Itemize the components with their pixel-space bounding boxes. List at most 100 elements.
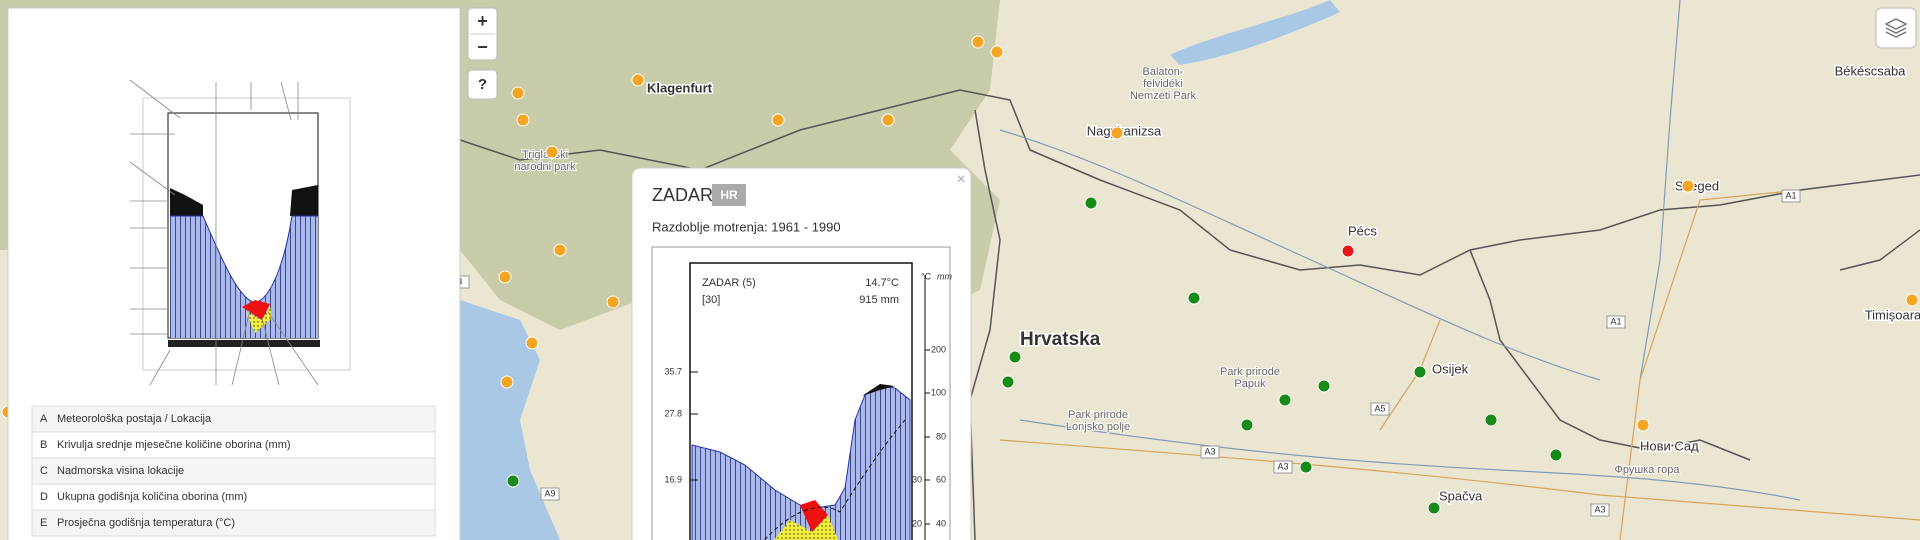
station-marker[interactable] [1187,291,1201,305]
city-label: Timișoara [1865,307,1920,322]
station-marker[interactable] [545,145,559,159]
station-popup [631,167,972,540]
precip-tick: 100 [931,387,946,397]
country-label: Hrvatska [1020,329,1101,350]
station-marker[interactable] [1278,393,1292,407]
road-label: A9 [544,488,555,498]
park-label: Nemzeti Park [1130,90,1197,102]
leader-lines [129,79,319,386]
station-marker[interactable] [511,86,525,100]
station-marker[interactable] [1427,501,1441,515]
station-marker[interactable] [1681,179,1695,193]
legend-row [31,483,436,511]
station-marker[interactable] [498,270,512,284]
precip-area [691,385,911,540]
left-tick: 27.8 [664,408,682,418]
road-label: A1 [1610,316,1621,326]
park-label: Lonjsko polje [1066,421,1130,433]
popup-title: ZADAR [652,185,713,205]
station-marker[interactable] [1240,418,1254,432]
station-marker[interactable] [1413,365,1427,379]
temp-tick: 20 [912,518,922,528]
station-marker[interactable] [631,73,645,87]
station-marker[interactable] [1299,460,1313,474]
station-marker[interactable] [1549,448,1563,462]
city-label: Pécs [1348,223,1377,238]
temp-tick: 30 [912,474,922,484]
station-marker[interactable] [1084,196,1098,210]
row-key: A [40,413,48,425]
station-marker[interactable] [990,45,1004,59]
plot-frame [689,262,913,540]
axis-ticks [690,275,930,540]
precip-area [170,216,318,338]
station-marker[interactable] [606,295,620,309]
road-label: A3 [1594,504,1605,514]
row-text: Meteorološka postaja / Lokacija [57,413,212,425]
city-label: Klagenfurt [647,80,713,95]
help-button[interactable] [467,69,498,100]
city-label: Nagykanizsa [1087,123,1162,138]
station-marker[interactable] [881,113,895,127]
layers-icon [1884,18,1908,38]
station-marker[interactable] [1905,293,1919,307]
dry-area [246,306,272,333]
mean-temperature: 14.7°C [865,277,899,289]
row-key: C [40,465,48,477]
layers-button[interactable] [1875,7,1917,49]
station-marker[interactable] [1001,375,1015,389]
station-marker[interactable] [525,336,539,350]
station-marker[interactable] [1636,418,1650,432]
row-key: D [40,491,48,503]
row-text: Prosječna godišnja temperatura (°C) [57,517,235,529]
humid-area [862,384,895,396]
road-shield [540,487,560,501]
station-marker[interactable] [1008,350,1022,364]
road-shield [1590,503,1610,517]
park-label: felvidéki [1143,78,1183,90]
station-marker[interactable] [506,474,520,488]
lake [1170,0,1340,65]
month-bar [168,340,320,347]
rivers [999,0,1801,501]
row-text: Ukupna godišnja količina oborina (mm) [57,491,247,503]
station-name: ZADAR (5) [702,277,756,289]
station-marker[interactable] [553,243,567,257]
station-marker[interactable] [1317,379,1331,393]
station-marker[interactable] [500,375,514,389]
road-shield [1781,189,1801,203]
country-code: HR [720,188,738,202]
park-label: Balaton- [1143,66,1184,78]
station-marker[interactable] [971,35,985,49]
period: Razdoblje motrenja: 1961 - 1990 [652,219,841,234]
left-tick: 16.9 [664,474,682,484]
station-marker[interactable] [516,113,530,127]
country-badge [712,184,746,206]
station-marker[interactable] [771,113,785,127]
legend-row [31,509,436,537]
station-marker[interactable] [1110,126,1124,140]
precip-unit: mm [937,271,952,281]
road-shield [1370,402,1390,416]
humid-area [290,185,318,216]
road-shield [1606,315,1626,329]
dry-area [774,515,838,540]
frost-area [800,500,828,532]
legend-panel: A Meteorološka postaja / Lokacija B Krivulj… [7,7,461,540]
legend-row [31,457,436,485]
help-label: ? [478,76,487,93]
layers-bg[interactable] [1875,7,1917,49]
legend-row [31,405,436,433]
park-label: Park prirode [1220,366,1280,378]
precip-tick: 40 [936,518,946,528]
selected-station[interactable] [1341,244,1355,258]
temp-unit: °C [921,271,932,281]
park-label: Papuk [1234,378,1266,390]
years: [30] [702,294,720,306]
zoom-out-label: − [477,37,488,57]
zoom-control [467,7,498,100]
station-marker[interactable] [1484,413,1498,427]
popup-close[interactable]: × [956,171,965,188]
